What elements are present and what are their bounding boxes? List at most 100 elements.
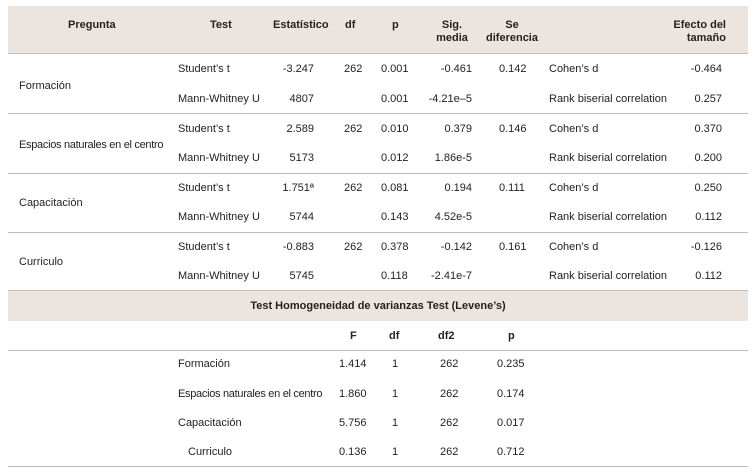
levene-cell-f: 1.414 bbox=[339, 358, 367, 370]
cell-effect: 0.112 bbox=[695, 211, 722, 223]
levene-header-f: F bbox=[350, 330, 357, 342]
cell-test: Student’s t bbox=[178, 63, 230, 75]
levene-row-label: Curriculo bbox=[188, 446, 233, 458]
cell-sig-media: 0.194 bbox=[444, 182, 472, 194]
levene-row-label: Formación bbox=[178, 358, 230, 370]
cell-effect-type: Cohen’s d bbox=[549, 241, 599, 253]
group-label-espacios: Espacios naturales en el centro bbox=[19, 139, 164, 151]
cell-sig-media: 0.379 bbox=[444, 123, 472, 135]
levene-cell-f: 1.860 bbox=[339, 388, 367, 400]
cell-se-diferencia: 0.142 bbox=[499, 63, 527, 75]
header-test: Test bbox=[210, 19, 232, 31]
header-df: df bbox=[345, 19, 356, 31]
header-pregunta: Pregunta bbox=[68, 19, 116, 31]
cell-p: 0.118 bbox=[381, 270, 408, 282]
cell-effect: 0.112 bbox=[695, 270, 722, 282]
cell-sig-media: -2.41e-7 bbox=[431, 270, 472, 282]
cell-se-diferencia: 0.146 bbox=[499, 123, 527, 135]
cell-estadistico: 5744 bbox=[289, 211, 314, 223]
levene-title: Test Homogeneidad de varianzas Test (Lev… bbox=[250, 300, 506, 312]
levene-cell-df: 1 bbox=[392, 358, 399, 370]
cell-effect: -0.126 bbox=[690, 241, 722, 253]
cell-test: Mann-Whitney U bbox=[178, 270, 260, 282]
levene-cell-df: 1 bbox=[392, 417, 399, 429]
levene-header bbox=[8, 321, 748, 351]
cell-p: 0.001 bbox=[381, 63, 409, 75]
cell-test: Student’s t bbox=[178, 123, 230, 135]
levene-header-df: df bbox=[389, 330, 400, 342]
cell-estadistico: 2.589 bbox=[286, 123, 314, 135]
group-label-capacitacion: Capacitación bbox=[19, 197, 83, 209]
cell-effect-type: Cohen’s d bbox=[549, 123, 599, 135]
cell-se-diferencia: 0.161 bbox=[499, 241, 527, 253]
cell-effect: 0.250 bbox=[694, 182, 722, 194]
cell-effect-type: Rank biserial correlation bbox=[549, 270, 667, 282]
group-label-curriculo: Curriculo bbox=[19, 256, 64, 268]
cell-effect-type: Cohen’s d bbox=[549, 63, 599, 75]
levene-cell-df2: 262 bbox=[440, 417, 459, 429]
cell-effect: -0.464 bbox=[690, 63, 722, 75]
divider bbox=[8, 53, 748, 54]
cell-se-diferencia: 0.111 bbox=[499, 182, 525, 194]
header-se-diferencia: Se diferencia bbox=[486, 19, 538, 44]
cell-sig-media: -4.21e–5 bbox=[428, 93, 472, 105]
cell-df: 262 bbox=[344, 63, 363, 75]
divider bbox=[8, 350, 748, 351]
cell-estadistico: 5745 bbox=[289, 270, 314, 282]
header-efecto-tamano: Efecto del tamaño bbox=[673, 19, 726, 44]
cell-test: Student’s t bbox=[178, 241, 230, 253]
cell-estadistico: -3.247 bbox=[282, 63, 314, 75]
levene-cell-df: 1 bbox=[392, 446, 399, 458]
header-estadistico: Estatístico bbox=[273, 19, 329, 31]
levene-row-label: Espacios naturales en el centro bbox=[178, 388, 323, 400]
cell-p: 0.143 bbox=[381, 211, 409, 223]
divider bbox=[8, 173, 748, 174]
cell-effect-type: Rank biserial correlation bbox=[549, 152, 667, 164]
cell-sig-media: 4.52e-5 bbox=[434, 211, 472, 223]
main-table-header bbox=[8, 6, 748, 53]
cell-effect: 0.370 bbox=[694, 123, 722, 135]
divider bbox=[8, 466, 748, 467]
cell-df: 262 bbox=[344, 123, 363, 135]
cell-estadistico: 4807 bbox=[289, 93, 314, 105]
cell-p: 0.001 bbox=[381, 93, 409, 105]
levene-cell-p: 0.712 bbox=[497, 446, 525, 458]
cell-effect-type: Rank biserial correlation bbox=[549, 93, 667, 105]
cell-sig-media: -0.461 bbox=[440, 63, 472, 75]
levene-header-df2: df2 bbox=[438, 330, 455, 342]
levene-row-label: Capacitación bbox=[178, 417, 242, 429]
levene-header-p: p bbox=[508, 330, 515, 342]
levene-cell-df2: 262 bbox=[440, 358, 459, 370]
cell-sig-media: 1.86e-5 bbox=[434, 152, 472, 164]
cell-effect: 0.200 bbox=[694, 152, 722, 164]
divider bbox=[8, 290, 748, 291]
header-p: p bbox=[392, 19, 399, 31]
cell-sig-media: -0.142 bbox=[440, 241, 472, 253]
cell-p: 0.378 bbox=[381, 241, 409, 253]
levene-cell-df2: 262 bbox=[440, 446, 459, 458]
levene-cell-p: 0.174 bbox=[497, 388, 525, 400]
levene-cell-p: 0.235 bbox=[497, 358, 525, 370]
divider bbox=[8, 113, 748, 114]
levene-cell-df2: 262 bbox=[440, 388, 459, 400]
cell-p: 0.010 bbox=[381, 123, 409, 135]
cell-p: 0.081 bbox=[381, 182, 409, 194]
header-sig-media: Sig. media bbox=[436, 19, 468, 44]
divider bbox=[8, 232, 748, 233]
cell-test: Student’s t bbox=[178, 182, 230, 194]
cell-test: Mann-Whitney U bbox=[178, 211, 260, 223]
cell-effect-type: Rank biserial correlation bbox=[549, 211, 667, 223]
cell-estadistico: -0.883 bbox=[282, 241, 314, 253]
cell-estadistico: 1.751ª bbox=[282, 182, 314, 194]
levene-cell-p: 0.017 bbox=[497, 417, 525, 429]
cell-p: 0.012 bbox=[381, 152, 409, 164]
cell-df: 262 bbox=[344, 182, 363, 194]
group-label-formacion: Formación bbox=[19, 80, 71, 92]
cell-effect: 0.257 bbox=[694, 93, 722, 105]
cell-test: Mann-Whitney U bbox=[178, 152, 260, 164]
cell-test: Mann-Whitney U bbox=[178, 93, 260, 105]
levene-title-band bbox=[8, 291, 748, 321]
cell-estadistico: 5173 bbox=[289, 152, 314, 164]
levene-cell-df: 1 bbox=[392, 388, 399, 400]
